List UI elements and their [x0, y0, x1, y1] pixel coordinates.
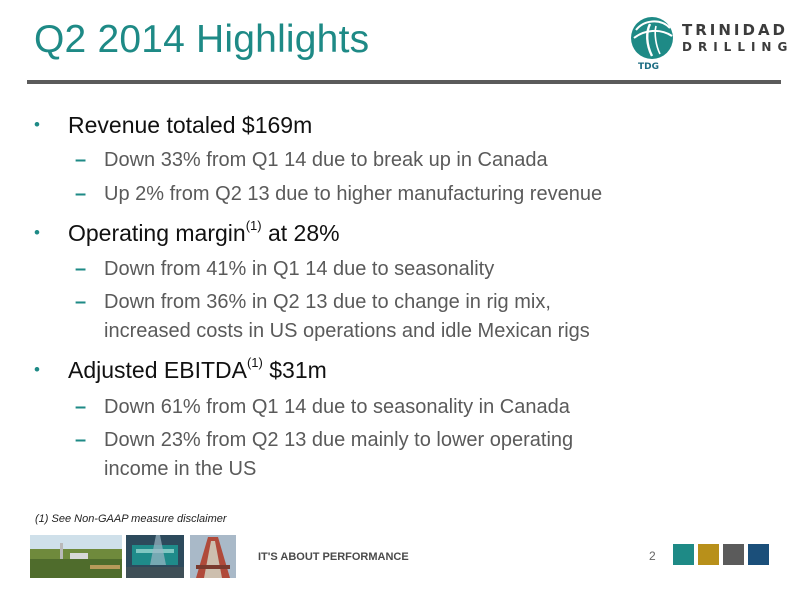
- footer-color-square: [723, 544, 744, 565]
- dash-marker: –: [75, 396, 87, 418]
- sub-bullet-text: Down 61% from Q1 14 due to seasonality i…: [104, 396, 570, 418]
- footnote-ref: (1): [246, 355, 263, 371]
- footer-color-square: [698, 544, 719, 565]
- bullet-text: Adjusted EBITDA: [68, 357, 247, 383]
- bullet-marker: •: [34, 115, 40, 134]
- sub-bullet-item: – Down 23% from Q2 13 due mainly to lowe…: [75, 426, 574, 484]
- bullet-text-tail: at 28%: [261, 220, 340, 246]
- footer-color-square: [748, 544, 769, 565]
- logo-subname: DRILLING: [682, 40, 794, 54]
- logo-name: TRINIDAD: [682, 21, 789, 39]
- page-number: 2: [649, 549, 656, 563]
- bullet-text-tail: $31m: [262, 357, 327, 383]
- slide-title: Q2 2014 Highlights: [34, 18, 370, 61]
- sub-bullet-item: – Down from 36% in Q2 13 due to change i…: [75, 288, 590, 346]
- footer-tagline: IT'S ABOUT PERFORMANCE: [258, 551, 409, 563]
- bullet-text: Revenue totaled $169m: [68, 112, 313, 138]
- dash-marker: –: [75, 258, 87, 280]
- bullet-item: • Revenue totaled $169m: [34, 112, 313, 139]
- sub-bullet-text: Up 2% from Q2 13 due to higher manufactu…: [104, 183, 603, 205]
- company-logo: TRINIDAD DRILLING TDG: [630, 12, 787, 74]
- footer-photo-derrick: [190, 535, 236, 578]
- sub-bullet-item: – Down from 41% in Q1 14 due to seasonal…: [75, 255, 495, 284]
- sub-bullet-text: Down 23% from Q2 13 due mainly to lower …: [104, 429, 574, 451]
- footnote-ref: (1): [245, 218, 262, 234]
- sub-bullet-text-continuation: income in the US: [104, 458, 257, 480]
- sub-bullet-text: Down 33% from Q1 14 due to break up in C…: [104, 149, 548, 171]
- bullet-text: Operating margin: [68, 220, 246, 246]
- globe-logo-icon: [631, 17, 673, 59]
- dash-marker: –: [75, 149, 87, 171]
- footer-color-square: [673, 544, 694, 565]
- dash-marker: –: [75, 183, 87, 205]
- bullet-marker: •: [34, 360, 40, 379]
- sub-bullet-text: Down from 36% in Q2 13 due to change in …: [104, 291, 551, 313]
- sub-bullet-text-continuation: increased costs in US operations and idl…: [104, 320, 590, 342]
- rig-photo-image: [126, 535, 184, 578]
- footer-photo-landscape: [30, 535, 122, 578]
- bullet-item: • Adjusted EBITDA(1) $31m: [34, 355, 327, 384]
- landscape-photo-image: [30, 535, 122, 578]
- sub-bullet-item: – Down 61% from Q1 14 due to seasonality…: [75, 393, 570, 422]
- footer-photo-rig: [126, 535, 184, 578]
- bullet-item: • Operating margin(1) at 28%: [34, 218, 340, 247]
- sub-bullet-text: Down from 41% in Q1 14 due to seasonalit…: [104, 258, 495, 280]
- dash-marker: –: [75, 429, 87, 451]
- footnote: (1) See Non-GAAP measure disclaimer: [35, 513, 227, 525]
- derrick-photo-image: [190, 535, 236, 578]
- sub-bullet-item: – Down 33% from Q1 14 due to break up in…: [75, 146, 548, 175]
- title-divider: [27, 80, 781, 84]
- sub-bullet-item: – Up 2% from Q2 13 due to higher manufac…: [75, 180, 603, 209]
- logo-mark: TDG: [638, 62, 659, 72]
- bullet-marker: •: [34, 223, 40, 242]
- dash-marker: –: [75, 291, 87, 313]
